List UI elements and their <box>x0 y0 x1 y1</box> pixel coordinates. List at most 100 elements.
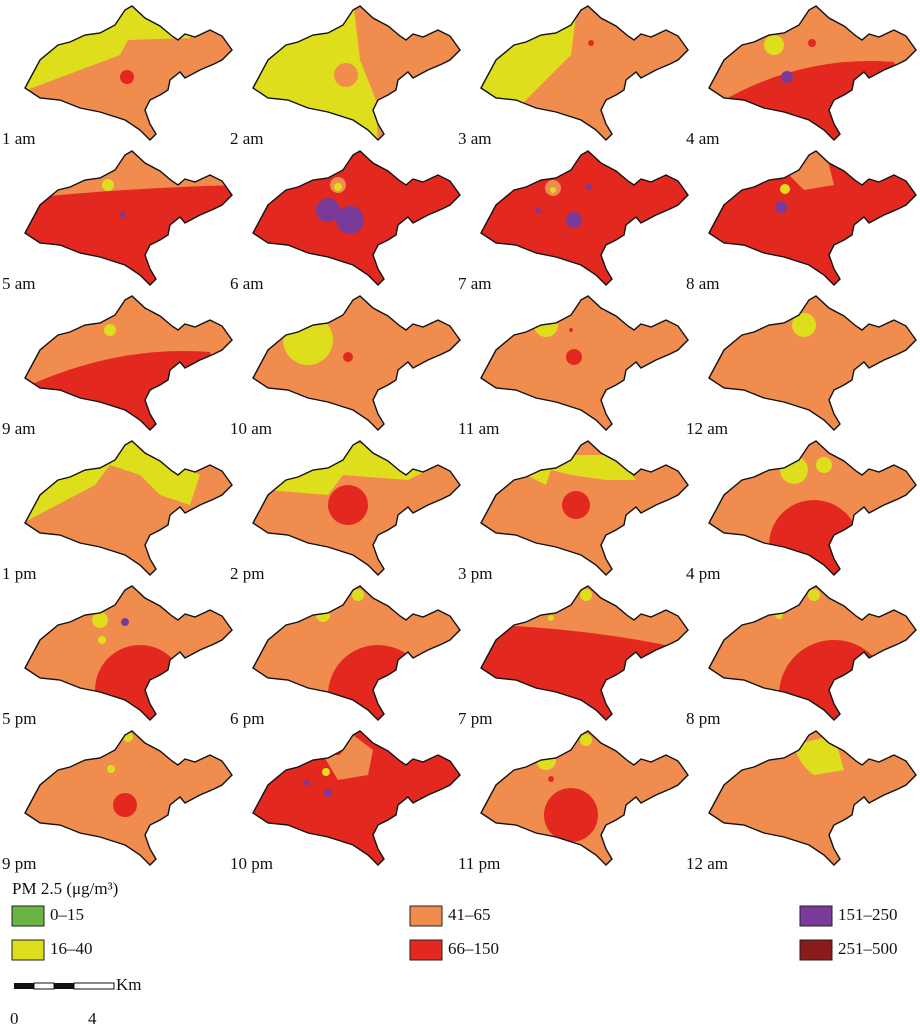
zone <box>588 40 594 46</box>
zone <box>328 645 428 720</box>
panel-grid: 1 am 2 am 3 am 4 am 5 am 6 am 7 am 8 am 9 am 10 a… <box>2 5 917 873</box>
map-outline <box>480 440 689 576</box>
zone <box>580 589 592 601</box>
zone <box>253 296 460 430</box>
zone <box>113 793 137 817</box>
zone <box>328 485 368 525</box>
map-zones <box>25 151 232 285</box>
map-panel: 12 am <box>686 295 917 438</box>
map-panel: 9 am <box>2 295 233 438</box>
panel-label: 1 am <box>2 129 36 148</box>
panel-label: 6 am <box>230 274 264 293</box>
map-zones <box>709 731 916 865</box>
map-panel: 10 pm <box>230 730 461 873</box>
map-outline <box>252 5 461 141</box>
legend-swatch <box>11 939 45 961</box>
zone <box>548 615 554 621</box>
map-panel: 5 pm <box>2 585 233 728</box>
map-panel: 2 am <box>230 5 461 148</box>
map-zones <box>25 441 232 575</box>
map-outline <box>708 5 917 141</box>
zone <box>336 206 364 234</box>
map-outline <box>24 295 233 431</box>
map-outline <box>24 730 233 866</box>
zone <box>92 612 108 628</box>
map-panel: 3 am <box>458 5 689 148</box>
map-zones <box>481 6 688 140</box>
zone <box>352 589 364 601</box>
zone <box>586 184 592 190</box>
map-zones <box>481 731 688 865</box>
zone <box>550 187 556 193</box>
map-panel: 1 pm <box>2 440 233 583</box>
panel-label: 2 am <box>230 129 264 148</box>
panel-label: 10 pm <box>230 854 273 873</box>
zone <box>566 212 582 228</box>
panel-label: 12 am <box>686 854 728 873</box>
zone <box>580 734 592 746</box>
zone <box>304 780 310 786</box>
panel-label: 5 am <box>2 274 36 293</box>
map-panel: 11 am <box>458 295 689 438</box>
panel-label: 4 pm <box>686 564 720 583</box>
zone <box>121 618 129 626</box>
zone <box>98 636 106 644</box>
map-panel: 1 am <box>2 5 233 148</box>
scale-label: 4 <box>88 1009 97 1028</box>
map-panel: 7 pm <box>458 585 689 728</box>
zone <box>816 457 832 473</box>
zone <box>775 201 787 213</box>
map-outline <box>24 150 233 286</box>
zone <box>322 768 330 776</box>
map-panel: 10 am <box>230 295 461 438</box>
zone <box>343 352 353 362</box>
zone <box>569 328 573 332</box>
map-panel: 4 am <box>686 5 917 148</box>
map-outline <box>24 5 233 141</box>
map-panel: 5 am <box>2 150 233 293</box>
map-panel: 3 pm <box>458 440 689 583</box>
zone <box>104 324 116 336</box>
map-zones <box>25 731 232 865</box>
zone <box>792 313 816 337</box>
legend-label: 16–40 <box>50 939 93 958</box>
zone <box>535 208 541 214</box>
panel-label: 8 am <box>686 274 720 293</box>
map-outline <box>252 440 461 576</box>
panel-label: 1 pm <box>2 564 36 583</box>
map-outline <box>708 150 917 286</box>
scale-unit: Km <box>116 975 142 994</box>
map-outline <box>708 440 917 576</box>
legend-label: 41–65 <box>448 905 491 924</box>
map-outline <box>480 150 689 286</box>
legend: PM 2.5 (μg/m³) 0–15 16–40 41–65 66–150 151–25… <box>10 879 898 1028</box>
panel-label: 7 pm <box>458 709 492 728</box>
map-zones <box>253 296 460 430</box>
scale-label: 0 <box>10 1009 19 1028</box>
legend-swatch <box>799 939 833 961</box>
zone <box>566 349 582 365</box>
legend-swatch <box>409 939 443 961</box>
zone <box>775 611 783 619</box>
map-outline <box>480 730 689 866</box>
map-panel: 2 pm <box>230 440 461 583</box>
panel-label: 12 am <box>686 419 728 438</box>
zone <box>548 776 554 782</box>
zone <box>808 39 816 47</box>
map-panel: 4 pm <box>686 440 917 583</box>
map-zones <box>709 296 916 430</box>
legend-label: 251–500 <box>838 939 898 958</box>
panel-label: 5 pm <box>2 709 36 728</box>
zone <box>562 491 590 519</box>
map-outline <box>708 295 917 431</box>
scale-bar <box>33 982 55 990</box>
map-outline <box>480 585 689 721</box>
legend-swatch <box>409 905 443 927</box>
map-panel: 6 am <box>230 150 461 293</box>
zone <box>102 179 114 191</box>
zone <box>764 35 784 55</box>
map-zones <box>25 296 232 430</box>
panel-label: 9 pm <box>2 854 36 873</box>
map-outline <box>708 585 917 721</box>
map-outline <box>24 585 233 721</box>
